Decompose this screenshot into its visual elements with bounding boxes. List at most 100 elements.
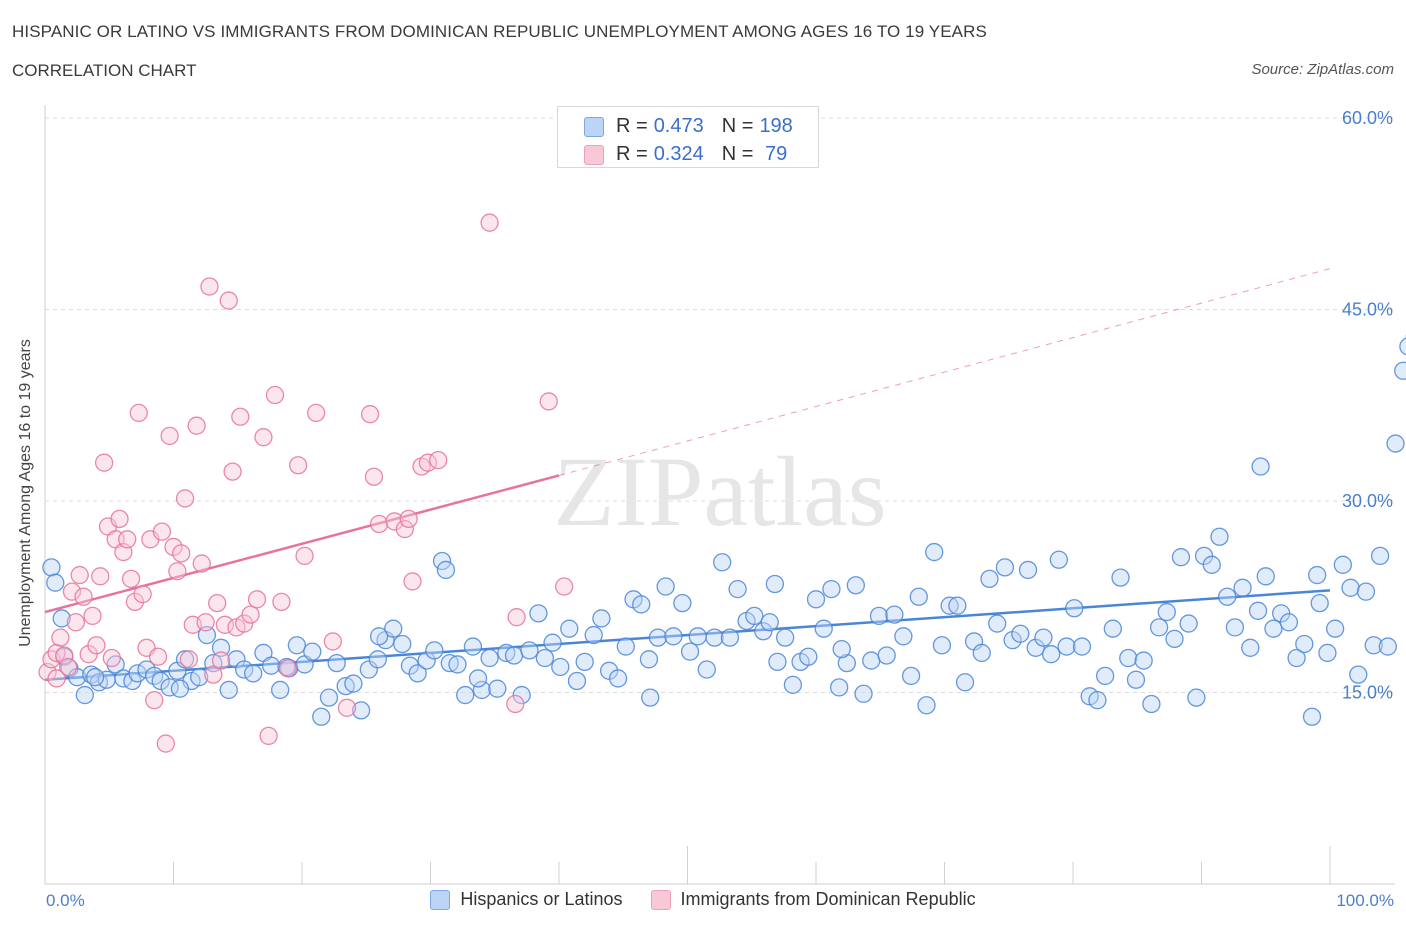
pink-point [145,691,164,710]
n-value: 198 [759,115,793,137]
pink-point [70,565,89,585]
points-layer [38,213,1406,753]
blue-swatch [430,889,451,910]
blue-point [312,707,331,726]
y-tick-label: 30.0% [1342,491,1393,511]
pink-point [94,453,114,472]
blue-point [1111,568,1130,587]
legend-item-dominican[interactable]: Immigrants from Dominican Republic [650,889,976,910]
blue-point [46,573,65,592]
series-legend: Hispanics or Latinos Immigrants from Dom… [0,889,1406,910]
blue-point [42,558,61,577]
pink-point [118,530,137,549]
blue-point [1225,618,1245,637]
blue-point [319,688,339,707]
blue-point [1057,637,1076,656]
pink-point [110,509,129,529]
blue-point [869,606,889,626]
blue-point [616,637,635,656]
blue-point [1149,618,1169,637]
pink-point [58,657,78,677]
blue-point [632,595,651,614]
blue-point [1251,457,1270,476]
pink-point [295,546,314,566]
pink-point [480,213,499,232]
blue-point [688,627,707,646]
blue-point [1349,665,1368,684]
blue-point [832,639,851,659]
blue-point [754,622,773,641]
blue-point [980,569,999,589]
pink-point [265,385,285,405]
blue-point [917,696,936,715]
pink-point [133,585,152,604]
blue-point [1142,694,1161,714]
pink-point [506,694,525,714]
blue-point [359,660,378,679]
blue-point [720,628,740,647]
blue-point [151,671,170,691]
chart-subtitle: CORRELATION CHART [12,61,197,80]
blue-point [1157,602,1176,622]
blue-point [1341,578,1360,597]
blue-point [673,593,692,613]
blue-point [1356,582,1376,601]
axes [44,105,1395,885]
blue-point [244,664,263,683]
r-label: R = [616,115,648,137]
y-tick-label: 45.0% [1342,300,1393,320]
blue-point [972,643,991,663]
blue-point [551,657,570,677]
blue-point [1333,555,1352,574]
blue-point [592,609,611,628]
source-label: Source: ZipAtlas.com [1251,61,1394,78]
pink-point [121,569,141,589]
pink-point [66,613,85,632]
blue-point [472,680,492,700]
blue-point [1318,643,1337,663]
pink-point [259,726,278,746]
pink-point [172,544,191,563]
legend-item-hispanic[interactable]: Hispanics or Latinos [430,889,623,910]
blue-point [529,604,548,623]
blue-point [806,590,826,609]
blue-point [369,627,389,646]
blue-point [1310,593,1329,613]
blue-point [368,650,387,669]
blue-point [901,666,921,686]
blue-point [1049,550,1069,569]
blue-point [995,558,1015,577]
pink-point [200,277,219,296]
blue-point [641,688,660,707]
blue-point [75,685,94,705]
blue-point [925,542,944,562]
blue-point [1119,648,1138,668]
pink-point [51,628,70,647]
blue-point [1394,361,1406,380]
blue-point [219,680,238,700]
stats-legend: R = 0.473 N = 198 R = 0.324 N = 79 [557,106,819,168]
blue-point [664,627,683,646]
blue-point [170,679,190,698]
blue-point [1248,601,1268,620]
trend-lines [44,268,1331,681]
blue-point [567,671,587,691]
blue-point [1325,619,1345,638]
blue-point [448,655,467,674]
blue-point [1088,691,1107,710]
blue-trend-line [44,589,1331,681]
blue-point [303,642,322,661]
pink-point [192,554,211,573]
pink-point [74,587,93,606]
y-tick-label: 15.0% [1342,683,1393,703]
blue-point [1072,637,1092,656]
blue-point [1218,587,1237,606]
blue-point [940,596,959,615]
blue-point [1103,619,1122,638]
blue-point [705,628,724,647]
blue-point [1187,688,1206,707]
n-label: N = [721,143,754,165]
pink-point [247,590,267,609]
pink-point [219,291,238,310]
blue-point [697,660,716,679]
